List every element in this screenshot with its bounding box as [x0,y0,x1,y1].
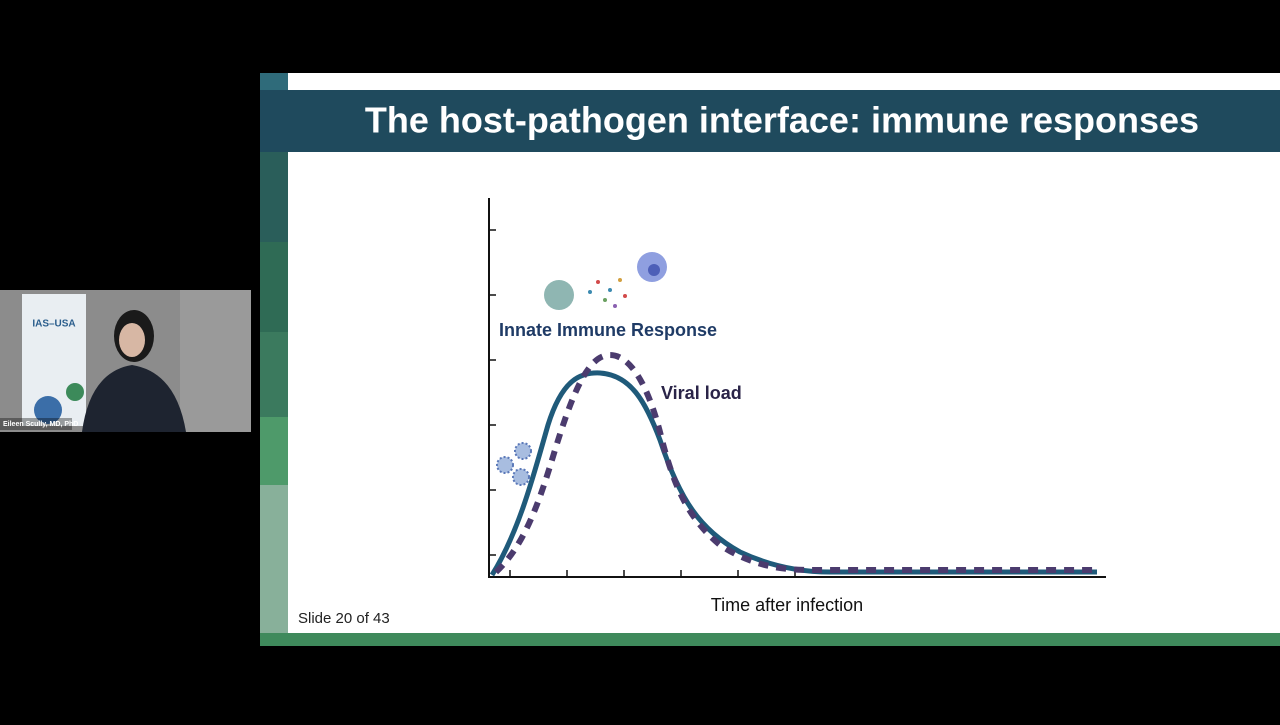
slide-counter: Slide 20 of 43 [298,610,390,627]
webcam: IAS–USA Eileen Scully, MD, PhD [0,290,251,432]
body [82,365,186,432]
cell-icon [544,280,574,310]
x-axis-label: Time after infection [711,595,863,615]
side-strip [260,485,288,646]
curtain [180,290,251,432]
side-strip [260,242,288,332]
banner-icon [34,396,62,424]
side-strip [260,152,288,242]
innate-curve [489,370,1097,577]
curve-label: Innate Immune Response [499,320,717,340]
slide: The host-pathogen interface: immune resp… [260,73,1280,646]
cytokine [588,290,592,294]
cytokine [623,294,627,298]
virus-icon [512,468,530,486]
cytokine [596,280,600,284]
slide-bg [260,73,1280,646]
cell-icons [544,252,667,310]
virus-icon [514,442,532,460]
title-bar [260,90,1280,152]
bottom-bar [260,633,1280,646]
axes [488,198,1106,578]
face [119,323,145,357]
cytokine [608,288,612,292]
caption-bg [0,418,72,430]
corner [260,73,288,90]
cytokine [613,304,617,308]
virus-icons [496,442,532,486]
viral-curve [493,351,1097,575]
side-strip [260,332,288,417]
caption: Eileen Scully, MD, PhD [3,421,78,428]
virus-icon [496,456,514,474]
cytokine [618,278,622,282]
cytokine [603,298,607,302]
banner-icon [66,383,84,401]
curve-label: Viral load [661,383,742,403]
side-strip [260,417,288,485]
cell-nucleus [648,264,660,276]
slide-title: The host-pathogen interface: immune resp… [365,100,1199,141]
banner-text: IAS–USA [32,319,75,330]
